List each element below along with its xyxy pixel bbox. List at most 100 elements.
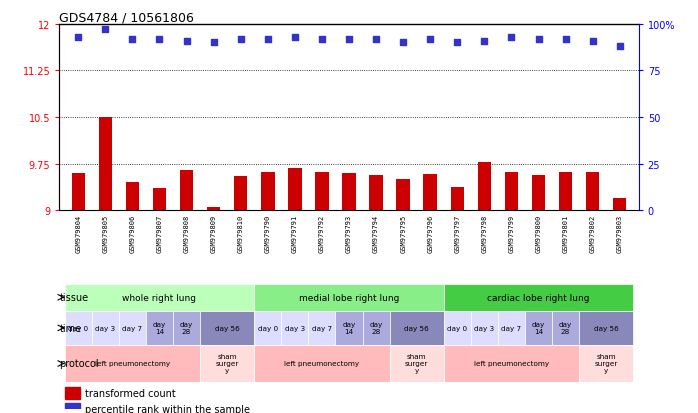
Bar	[389, 345, 444, 382]
Bar	[65, 311, 92, 345]
Text: GSM979809: GSM979809	[211, 214, 216, 252]
Text: GSM979798: GSM979798	[482, 214, 487, 252]
Text: day 7: day 7	[122, 325, 142, 331]
Bar	[254, 345, 389, 382]
Point	[452, 40, 463, 47]
Bar	[119, 311, 146, 345]
Bar	[92, 311, 119, 345]
Text: day
28: day 28	[369, 322, 383, 335]
Point	[533, 36, 544, 43]
Point	[181, 38, 192, 45]
Point	[154, 36, 165, 43]
Text: day 56: day 56	[594, 325, 618, 331]
Bar	[559, 172, 572, 211]
Bar	[477, 162, 491, 211]
Text: GSM979795: GSM979795	[400, 214, 406, 252]
Point	[560, 36, 571, 43]
Bar	[71, 173, 85, 211]
Text: GSM979807: GSM979807	[156, 214, 163, 252]
Text: GSM979792: GSM979792	[319, 214, 325, 252]
Text: tissue: tissue	[59, 292, 89, 303]
Bar	[444, 311, 471, 345]
Text: GSM979801: GSM979801	[563, 214, 569, 252]
Bar	[450, 187, 464, 211]
Point	[208, 40, 219, 47]
Text: GDS4784 / 10561806: GDS4784 / 10561806	[59, 12, 194, 25]
Text: day
14: day 14	[343, 322, 355, 335]
Point	[289, 35, 300, 41]
Text: GSM979796: GSM979796	[427, 214, 433, 252]
Text: GSM979805: GSM979805	[103, 214, 108, 252]
Bar	[396, 179, 410, 211]
Text: GSM979803: GSM979803	[617, 214, 623, 252]
Text: sham
surger
y: sham surger y	[595, 354, 618, 374]
Bar	[126, 183, 139, 211]
Bar	[579, 345, 633, 382]
Bar	[254, 311, 281, 345]
Point	[614, 44, 625, 50]
Text: day 7: day 7	[501, 325, 521, 331]
Bar	[309, 311, 336, 345]
Text: transformed count: transformed count	[85, 388, 176, 398]
Point	[73, 35, 84, 41]
Text: time: time	[59, 323, 82, 333]
Point	[343, 36, 355, 43]
Bar	[444, 284, 633, 311]
Text: left pneumonectomy: left pneumonectomy	[284, 361, 359, 367]
Text: GSM979800: GSM979800	[535, 214, 542, 252]
Bar	[586, 172, 600, 211]
Text: GSM979808: GSM979808	[184, 214, 190, 252]
Text: GSM979794: GSM979794	[373, 214, 379, 252]
Bar	[424, 175, 437, 211]
Text: protocol: protocol	[59, 358, 99, 368]
Bar	[471, 311, 498, 345]
Bar	[173, 311, 200, 345]
Point	[424, 36, 436, 43]
Point	[100, 27, 111, 34]
Text: GSM979799: GSM979799	[508, 214, 514, 252]
Bar	[505, 172, 518, 211]
Text: left pneumonectomy: left pneumonectomy	[474, 361, 549, 367]
Bar	[200, 345, 254, 382]
Bar	[315, 172, 329, 211]
Text: day 0: day 0	[68, 325, 89, 331]
Point	[262, 36, 274, 43]
Text: day
14: day 14	[532, 322, 545, 335]
Bar	[234, 177, 248, 211]
Text: left pneumonectomy: left pneumonectomy	[95, 361, 170, 367]
Text: day 3: day 3	[96, 325, 115, 331]
Bar	[444, 345, 579, 382]
Bar	[525, 311, 552, 345]
Bar	[65, 345, 200, 382]
Bar	[579, 311, 633, 345]
Bar	[552, 311, 579, 345]
Text: day 56: day 56	[404, 325, 429, 331]
Bar	[207, 208, 221, 211]
Bar	[532, 176, 545, 211]
Text: whole right lung: whole right lung	[122, 293, 197, 302]
Text: GSM979810: GSM979810	[238, 214, 244, 252]
Bar	[498, 311, 525, 345]
Text: GSM979802: GSM979802	[590, 214, 595, 252]
Text: GSM979793: GSM979793	[346, 214, 352, 252]
Text: day 3: day 3	[475, 325, 494, 331]
Text: medial lobe right lung: medial lobe right lung	[299, 293, 399, 302]
Bar	[336, 311, 362, 345]
Point	[235, 36, 246, 43]
Text: day 3: day 3	[285, 325, 305, 331]
Point	[587, 38, 598, 45]
Text: day
28: day 28	[559, 322, 572, 335]
Text: day 0: day 0	[258, 325, 278, 331]
Text: day 56: day 56	[215, 325, 239, 331]
Point	[316, 36, 327, 43]
Text: percentile rank within the sample: percentile rank within the sample	[85, 404, 251, 413]
Text: sham
surger
y: sham surger y	[216, 354, 239, 374]
Text: cardiac lobe right lung: cardiac lobe right lung	[487, 293, 590, 302]
Bar	[613, 198, 627, 211]
Bar	[389, 311, 444, 345]
Bar	[180, 171, 193, 211]
Text: day
14: day 14	[153, 322, 166, 335]
Bar	[98, 118, 112, 211]
Text: day 0: day 0	[447, 325, 468, 331]
Text: GSM979797: GSM979797	[454, 214, 460, 252]
